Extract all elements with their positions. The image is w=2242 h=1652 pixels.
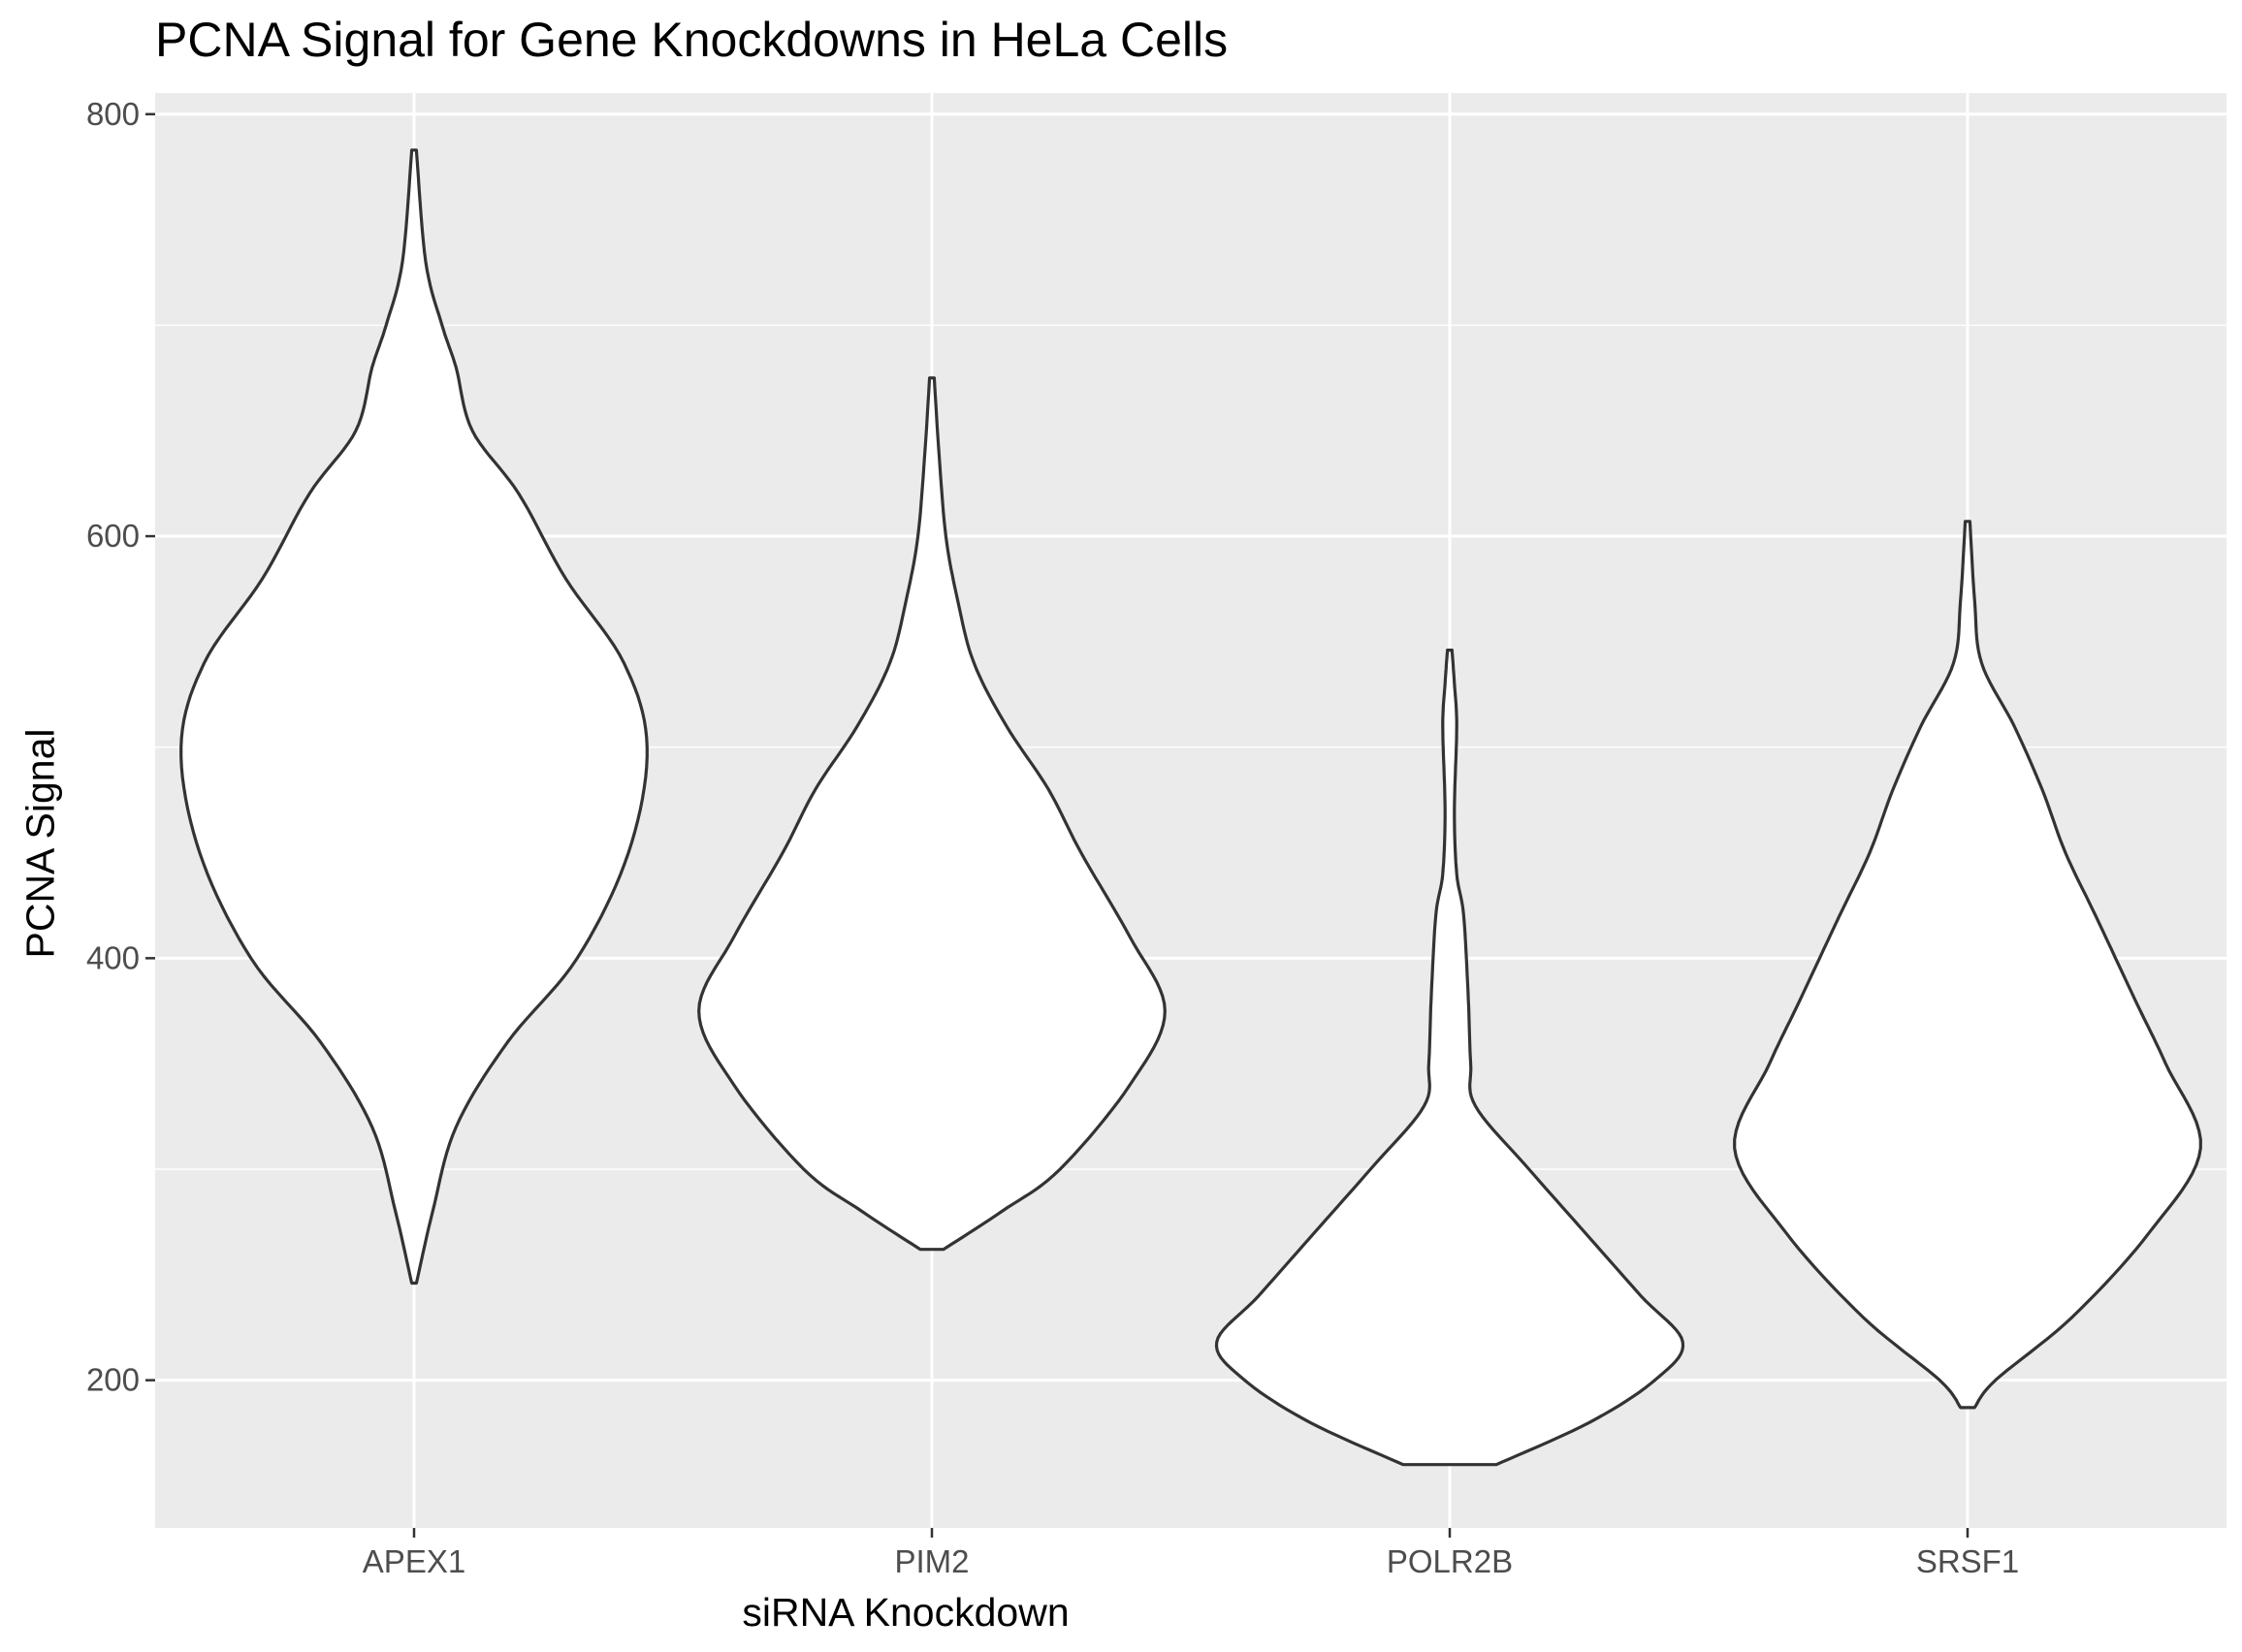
x-tick-label: POLR2B: [1387, 1543, 1513, 1579]
y-tick-label: 400: [86, 939, 140, 975]
violin-pim2: [697, 376, 1167, 1252]
y-axis-title: PCNA Signal: [17, 728, 63, 959]
chart-title: PCNA Signal for Gene Knockdowns in HeLa …: [155, 13, 1229, 67]
y-tick-label: 200: [86, 1362, 140, 1398]
violin-apex1: [179, 148, 649, 1286]
x-tick-label: APEX1: [363, 1543, 465, 1579]
violins: [179, 148, 2202, 1467]
violin-srsf1: [1733, 520, 2202, 1410]
x-tick-label: PIM2: [894, 1543, 969, 1579]
x-tick-label: SRSF1: [1916, 1543, 2019, 1579]
y-tick-label: 800: [86, 96, 140, 132]
violin-polr2b: [1214, 649, 1685, 1467]
y-tick-label: 600: [86, 518, 140, 554]
x-axis: APEX1 PIM2 POLR2B SRSF1: [363, 1528, 2019, 1579]
y-axis: 200 400 600 800: [86, 96, 155, 1398]
x-axis-title: siRNA Knockdown: [742, 1590, 1070, 1635]
